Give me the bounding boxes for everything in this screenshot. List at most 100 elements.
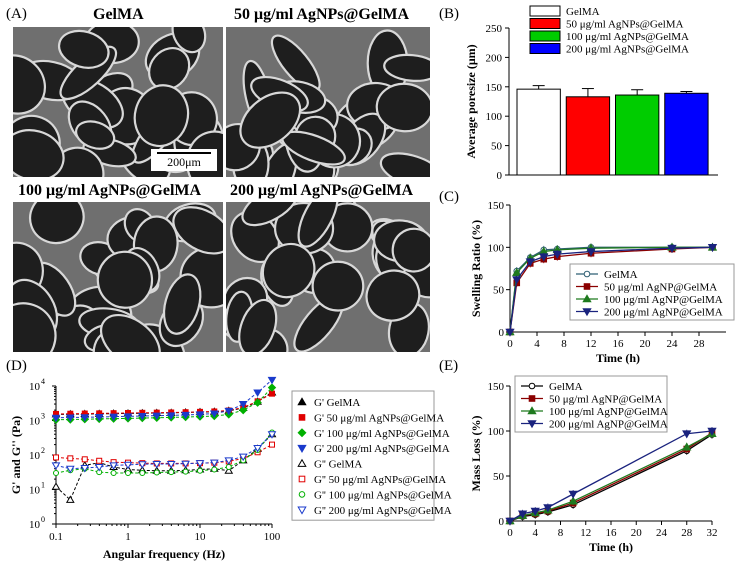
series-line bbox=[55, 433, 273, 470]
legend-swatch bbox=[529, 30, 561, 42]
legend-swatch bbox=[529, 43, 561, 54]
data-point bbox=[65, 495, 75, 503]
data-point bbox=[182, 468, 189, 475]
data-point bbox=[152, 460, 162, 469]
x-tick-label: 8 bbox=[561, 338, 567, 350]
legend-box bbox=[291, 390, 435, 521]
data-point bbox=[209, 459, 219, 468]
sem-pore bbox=[375, 82, 430, 133]
sem-image-gelma: 200μm bbox=[13, 27, 223, 177]
series-line bbox=[509, 432, 713, 522]
x-tick-label: 4 bbox=[533, 527, 539, 539]
data-point bbox=[81, 456, 88, 463]
data-point bbox=[543, 504, 553, 513]
sem-pore bbox=[13, 129, 65, 177]
data-point bbox=[224, 457, 234, 465]
sem-image-100 bbox=[13, 202, 223, 352]
legend-label: GelMA bbox=[604, 269, 638, 281]
sem-pore bbox=[57, 29, 110, 69]
panel-label-a: (A) bbox=[6, 6, 27, 22]
sem-title-50: 50 μg/ml AgNPs@GelMA bbox=[234, 6, 410, 23]
legend-swatch bbox=[529, 5, 561, 17]
series-line bbox=[55, 393, 273, 415]
series-line bbox=[55, 432, 273, 474]
x-tick-label: 100 bbox=[264, 531, 281, 543]
y-tick-exp: 3 bbox=[41, 412, 45, 421]
data-point bbox=[267, 383, 277, 392]
data-point bbox=[568, 490, 578, 499]
data-point bbox=[586, 248, 596, 257]
y-tick-label: 150 bbox=[488, 200, 505, 212]
data-point bbox=[269, 441, 275, 448]
data-point bbox=[96, 457, 103, 464]
sem-pore bbox=[365, 269, 421, 322]
sem-image-200 bbox=[226, 202, 430, 352]
y-tick-label: 200 bbox=[486, 52, 503, 64]
y-tick-label: 0 bbox=[499, 327, 505, 339]
y-tick-label: 250 bbox=[486, 23, 503, 35]
x-tick-label: 0 bbox=[507, 527, 513, 539]
scale-bar-box: 200μm bbox=[151, 149, 217, 171]
data-point bbox=[109, 462, 118, 470]
y-tick-exp: 4 bbox=[41, 377, 45, 386]
legend-marker bbox=[528, 382, 536, 390]
y-tick-base: 10 bbox=[29, 416, 41, 428]
legend-label: G'' 200 μg/ml AgNPs@GelMA bbox=[314, 505, 452, 517]
y-tick-label: 0 bbox=[499, 516, 505, 528]
data-point bbox=[94, 414, 104, 422]
series-line bbox=[509, 246, 713, 333]
data-point bbox=[224, 407, 234, 416]
y-tick-label: 150 bbox=[488, 381, 505, 393]
sem-pore bbox=[13, 54, 47, 115]
y-tick-base: 10 bbox=[29, 519, 41, 531]
data-point bbox=[505, 328, 515, 337]
data-point bbox=[267, 376, 277, 385]
x-tick-label: 12 bbox=[586, 338, 597, 350]
legend-label: G' GelMA bbox=[314, 397, 360, 409]
legend-label: G'' 100 μg/ml AgNPs@GelMA bbox=[314, 489, 452, 501]
sem-title-200: 200 μg/ml AgNPs@GelMA bbox=[230, 182, 414, 199]
data-point bbox=[267, 431, 277, 439]
data-point bbox=[253, 389, 262, 397]
legend-marker bbox=[298, 491, 306, 498]
scale-bar-label: 200μm bbox=[167, 155, 201, 169]
series-line bbox=[55, 387, 273, 421]
legend-marker bbox=[527, 420, 537, 429]
y-tick-label: 50 bbox=[493, 285, 505, 297]
data-point bbox=[153, 469, 160, 476]
legend-swatch bbox=[529, 18, 561, 29]
data-point bbox=[110, 470, 117, 477]
data-point bbox=[51, 482, 61, 490]
x-tick-label: 0.1 bbox=[49, 531, 63, 543]
x-tick-label: 16 bbox=[606, 527, 618, 539]
y-axis-label: Mass Loss (%) bbox=[469, 415, 483, 491]
data-point bbox=[195, 411, 205, 419]
data-point bbox=[530, 507, 540, 516]
data-point bbox=[166, 460, 176, 469]
data-point bbox=[168, 469, 175, 476]
series-line bbox=[509, 434, 713, 522]
y-tick-base: 10 bbox=[29, 450, 41, 462]
y-axis-label: Average poresize (μm) bbox=[464, 44, 478, 158]
y-axis-label: G' and G'' (Pa) bbox=[9, 416, 23, 494]
legend-marker bbox=[528, 395, 536, 402]
data-point bbox=[80, 464, 90, 473]
data-point bbox=[80, 414, 90, 422]
y-tick-label: 150 bbox=[486, 82, 503, 94]
y-tick-exp: 0 bbox=[41, 515, 45, 524]
sem-pore bbox=[29, 202, 85, 245]
data-point bbox=[253, 444, 262, 453]
legend-label: GelMA bbox=[549, 381, 583, 393]
sem-pore bbox=[133, 84, 190, 148]
data-point bbox=[125, 470, 131, 477]
y-axis-label: Swelling Ratio (%) bbox=[469, 220, 483, 317]
sem-title-gelma: GelMA bbox=[93, 6, 144, 23]
x-tick-label: 28 bbox=[694, 338, 706, 350]
x-tick-label: 10 bbox=[195, 531, 207, 543]
legend-label: G' 50 μg/ml AgNPs@GelMA bbox=[314, 412, 444, 424]
x-tick-label: 8 bbox=[558, 527, 564, 539]
data-point bbox=[139, 470, 146, 477]
x-tick-label: 12 bbox=[580, 527, 591, 539]
